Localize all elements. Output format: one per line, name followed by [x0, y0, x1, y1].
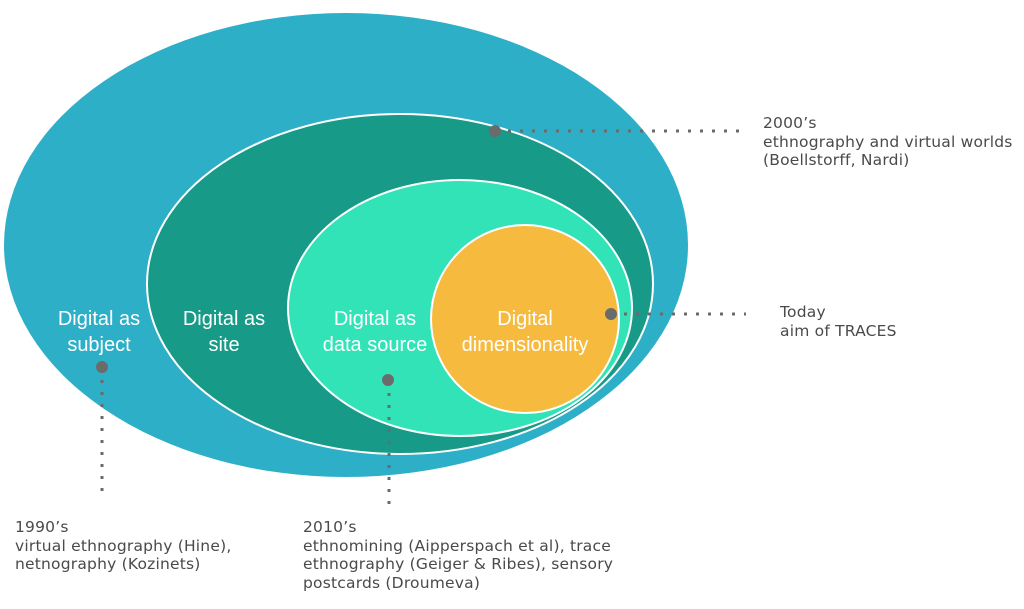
annotation-1990s: 1990’s virtual ethnography (Hine), netno…	[15, 518, 232, 573]
marker-dot-2010s	[382, 374, 394, 386]
annotation-today: Today aim of TRACES	[780, 303, 897, 340]
marker-dot-today	[605, 308, 617, 320]
ring-dimensionality	[430, 224, 620, 414]
annotation-2010s: 2010’s ethnomining (Aipperspach et al), …	[303, 518, 614, 592]
marker-dot-2000s	[489, 125, 501, 137]
marker-dot-1990s	[96, 361, 108, 373]
annotation-2000s: 2000’s ethnography and virtual worlds (B…	[763, 114, 1013, 169]
label-digital-dimensionality: Digital dimensionality	[461, 308, 589, 356]
label-digital-as-subject: Digital as subject	[57, 308, 141, 356]
label-digital-as-site: Digital as site	[182, 308, 266, 356]
label-digital-as-data-source: Digital as data source	[322, 308, 428, 356]
